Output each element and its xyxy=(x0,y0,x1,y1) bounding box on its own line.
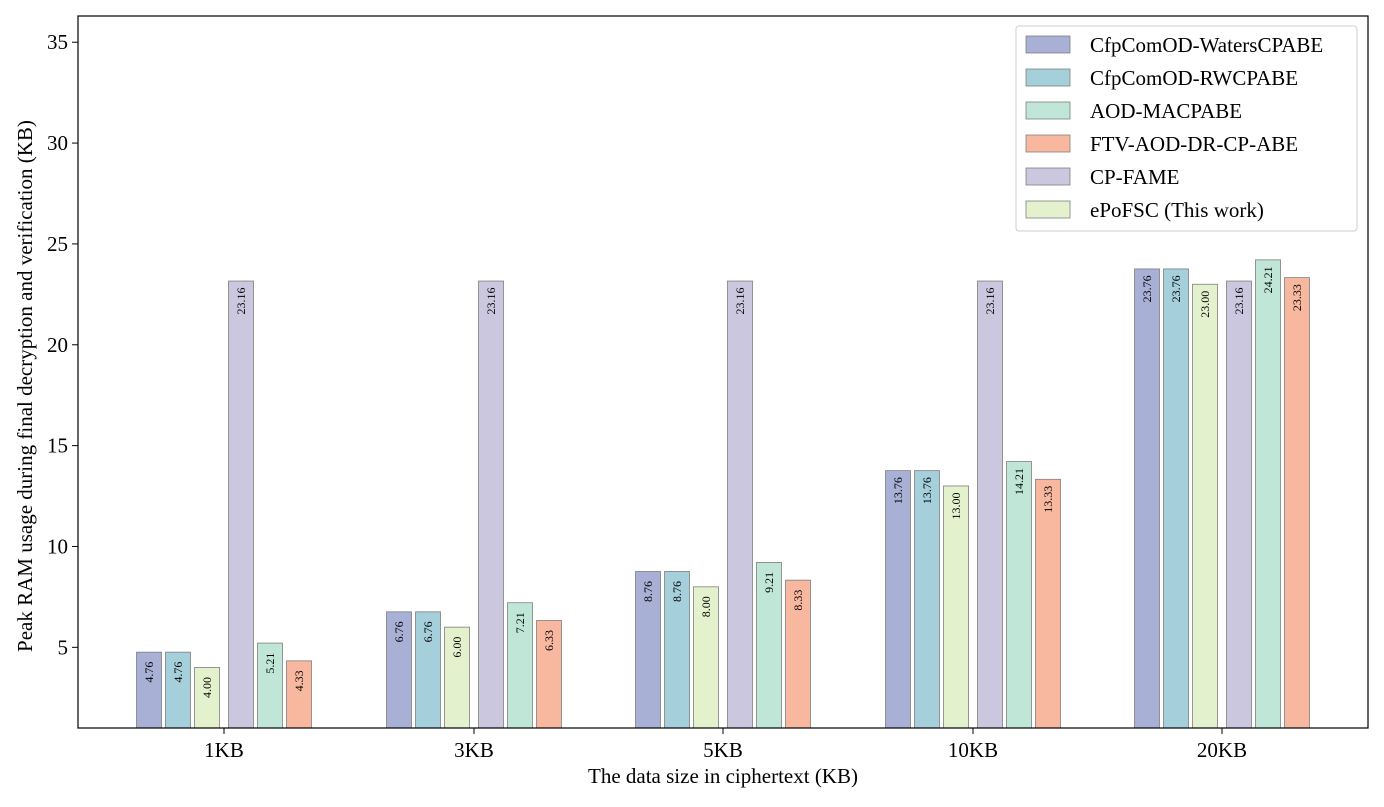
bar-value-label: 23.76 xyxy=(1169,275,1183,302)
legend-swatch xyxy=(1025,200,1071,219)
x-tick-label: 10KB xyxy=(948,738,998,762)
x-axis-label: The data size in ciphertext (KB) xyxy=(588,764,858,788)
bar xyxy=(386,611,412,729)
legend-label: CfpComOD-RWCPABE xyxy=(1090,66,1298,90)
bar-value-label: 8.00 xyxy=(699,596,713,617)
bar-value-label: 23.16 xyxy=(983,288,997,315)
bar xyxy=(1226,280,1252,729)
bar-value-label: 4.76 xyxy=(171,662,185,683)
bar xyxy=(664,571,690,729)
bar xyxy=(1192,283,1218,729)
bar-value-label: 13.33 xyxy=(1041,486,1055,513)
y-tick-label: 10 xyxy=(47,534,68,558)
x-tick-label: 20KB xyxy=(1197,738,1247,762)
legend-label: FTV-AOD-DR-CP-ABE xyxy=(1090,132,1298,156)
bar-value-label: 8.33 xyxy=(791,590,805,611)
bar-value-label: 8.76 xyxy=(641,581,655,602)
bar xyxy=(635,571,661,729)
y-tick-label: 5 xyxy=(58,635,69,659)
bar-value-label: 6.76 xyxy=(421,621,435,642)
bar xyxy=(1006,461,1032,729)
legend: CfpComOD-WatersCPABE CfpComOD-RWCPABE AOD-… xyxy=(1015,25,1358,232)
bar-value-label: 24.21 xyxy=(1261,266,1275,293)
y-tick-label: 35 xyxy=(47,30,68,54)
axes-layer: 5 10 15 20 25 30 35 1KB 3KB 5KB 10KB 20KB xyxy=(47,30,1247,762)
legend-label: CfpComOD-WatersCPABE xyxy=(1090,33,1323,57)
bar-value-label: 5.21 xyxy=(263,653,277,674)
y-tick-label: 25 xyxy=(47,232,68,256)
bar-value-label: 8.76 xyxy=(670,581,684,602)
bar xyxy=(228,280,254,729)
bar xyxy=(914,470,940,729)
y-tick-label: 15 xyxy=(47,434,68,458)
legend-swatch xyxy=(1025,167,1071,186)
bar-value-label: 6.00 xyxy=(450,637,464,658)
bar-value-label: 7.21 xyxy=(513,612,527,633)
bar xyxy=(165,651,191,729)
y-axis-label: Peak RAM usage during final decryption a… xyxy=(13,120,37,652)
bar-value-label: 23.76 xyxy=(1140,275,1154,302)
bar-value-label: 9.21 xyxy=(762,572,776,593)
x-tick-label: 5KB xyxy=(703,738,743,762)
legend-swatch xyxy=(1025,35,1071,54)
bar xyxy=(536,620,562,729)
bars-layer: 4.76 4.76 4.00 23.16 5.21 4.33 6.76 6.76 6.00 23.… xyxy=(136,259,1310,729)
bar xyxy=(1035,478,1061,729)
bar xyxy=(478,280,504,729)
bar-value-label: 13.00 xyxy=(949,492,963,519)
y-tick-label: 30 xyxy=(47,131,68,155)
bar xyxy=(943,485,969,729)
bar xyxy=(136,651,162,729)
bar-value-label: 4.00 xyxy=(200,677,214,698)
bar-value-label: 13.76 xyxy=(891,477,905,504)
bar-value-label: 23.00 xyxy=(1198,291,1212,318)
bar-value-label: 23.16 xyxy=(733,288,747,315)
bar-value-label: 4.76 xyxy=(142,662,156,683)
bar xyxy=(1163,268,1189,729)
y-tick-label: 20 xyxy=(47,333,68,357)
bar xyxy=(257,642,283,729)
bar xyxy=(885,470,911,729)
legend-box xyxy=(1015,25,1358,232)
legend-swatch xyxy=(1025,68,1071,87)
bar-value-label: 23.16 xyxy=(234,288,248,315)
bar-value-label: 23.33 xyxy=(1290,284,1304,311)
legend-swatch xyxy=(1025,101,1071,120)
legend-label: AOD-MACPABE xyxy=(1090,99,1242,123)
bar xyxy=(1134,268,1160,729)
bar xyxy=(756,562,782,729)
bar-value-label: 23.16 xyxy=(1232,288,1246,315)
bar-value-label: 6.33 xyxy=(542,630,556,651)
x-tick-label: 1KB xyxy=(204,738,244,762)
bar xyxy=(1255,259,1281,729)
legend-label: CP-FAME xyxy=(1090,165,1179,189)
bar-value-label: 4.33 xyxy=(292,670,306,691)
bar xyxy=(727,280,753,729)
bar xyxy=(444,626,470,729)
bar-value-label: 6.76 xyxy=(392,621,406,642)
bar-value-label: 14.21 xyxy=(1012,468,1026,495)
bar-value-label: 13.76 xyxy=(920,477,934,504)
bar xyxy=(1284,277,1310,729)
legend-swatch xyxy=(1025,134,1071,153)
x-tick-label: 3KB xyxy=(454,738,494,762)
bar-value-label: 23.16 xyxy=(484,288,498,315)
bar xyxy=(977,280,1003,729)
legend-label: ePoFSC (This work) xyxy=(1090,198,1264,222)
